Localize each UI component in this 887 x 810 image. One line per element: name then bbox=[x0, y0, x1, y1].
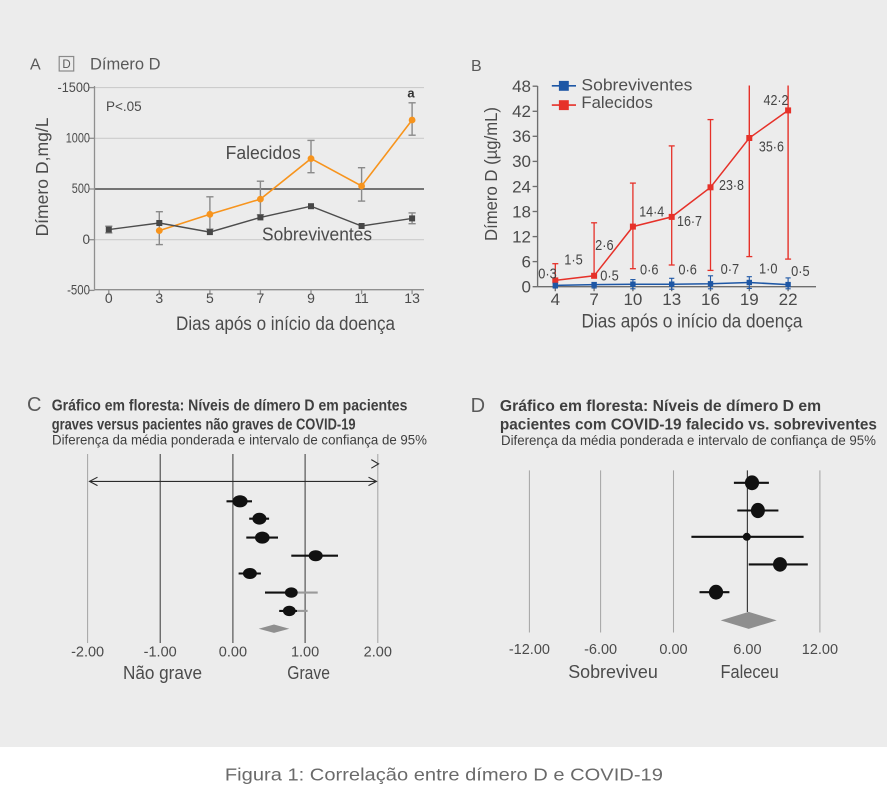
svg-text:Grave: Grave bbox=[287, 662, 330, 683]
svg-text:4: 4 bbox=[551, 290, 560, 309]
svg-text:D: D bbox=[471, 395, 485, 417]
svg-text:0·6: 0·6 bbox=[640, 262, 659, 279]
svg-text:graves versus pacientes não gr: graves versus pacientes não graves de CO… bbox=[52, 417, 356, 434]
svg-text:36: 36 bbox=[512, 127, 531, 146]
svg-text:3: 3 bbox=[155, 290, 163, 306]
svg-text:pacientes com COVID-19 falecid: pacientes com COVID-19 falecido vs. sobr… bbox=[500, 417, 877, 434]
svg-text:1.00: 1.00 bbox=[291, 644, 319, 660]
svg-text:Não grave: Não grave bbox=[123, 662, 202, 683]
svg-text:6.00: 6.00 bbox=[733, 642, 761, 658]
svg-text:Falecidos: Falecidos bbox=[581, 94, 652, 112]
svg-text:2·6: 2·6 bbox=[595, 237, 614, 254]
svg-text:24: 24 bbox=[512, 177, 531, 196]
svg-text:B: B bbox=[471, 58, 482, 75]
svg-text:7: 7 bbox=[589, 290, 598, 309]
svg-text:12.00: 12.00 bbox=[802, 642, 838, 658]
svg-text:500: 500 bbox=[72, 181, 90, 196]
svg-text:a: a bbox=[407, 86, 415, 101]
svg-text:0.00: 0.00 bbox=[659, 642, 687, 658]
svg-text:Gráfico em floresta: Níveis d: Gráfico em floresta: Níveis de dímero D … bbox=[52, 397, 408, 414]
svg-text:18: 18 bbox=[512, 202, 531, 221]
svg-text:Dímero D,mg/L: Dímero D,mg/L bbox=[32, 117, 52, 236]
svg-text:-500: -500 bbox=[67, 283, 90, 298]
svg-text:Diferença da média ponderada e: Diferença da média ponderada e intervalo… bbox=[52, 432, 427, 448]
svg-text:Falecidos: Falecidos bbox=[226, 142, 301, 163]
svg-text:Dímero D (µg/mL): Dímero D (µg/mL) bbox=[481, 107, 501, 241]
svg-text:0: 0 bbox=[105, 290, 113, 306]
svg-text:0·3: 0·3 bbox=[538, 266, 557, 283]
svg-text:10: 10 bbox=[623, 290, 642, 309]
svg-text:11: 11 bbox=[354, 290, 369, 306]
svg-text:13: 13 bbox=[404, 290, 420, 306]
svg-text:2.00: 2.00 bbox=[364, 644, 392, 660]
svg-text:Gráfico em floresta: Níveis d: Gráfico em floresta: Níveis de dímero D … bbox=[500, 398, 821, 415]
svg-text:48: 48 bbox=[512, 77, 531, 96]
svg-text:Sobreviventes: Sobreviventes bbox=[581, 77, 692, 95]
svg-text:C: C bbox=[27, 394, 41, 416]
svg-text:-1.00: -1.00 bbox=[144, 644, 177, 660]
svg-text:0·5: 0·5 bbox=[791, 263, 810, 280]
svg-text:35·6: 35·6 bbox=[759, 139, 784, 156]
svg-text:6: 6 bbox=[522, 252, 531, 271]
svg-text:0.00: 0.00 bbox=[219, 644, 247, 660]
svg-text:16·7: 16·7 bbox=[677, 213, 702, 230]
svg-text:13: 13 bbox=[662, 290, 681, 309]
svg-text:-6.00: -6.00 bbox=[584, 642, 617, 658]
svg-text:1000: 1000 bbox=[66, 131, 90, 146]
svg-text:-1500: -1500 bbox=[58, 80, 91, 95]
svg-text:Sobreviveu: Sobreviveu bbox=[568, 661, 658, 682]
svg-text:0·5: 0·5 bbox=[600, 268, 619, 285]
svg-text:D: D bbox=[62, 59, 70, 71]
svg-text:12: 12 bbox=[512, 227, 531, 246]
svg-text:1·0: 1·0 bbox=[759, 261, 778, 278]
svg-text:Diferença da média ponderada e: Diferença da média ponderada e intervalo… bbox=[501, 432, 876, 448]
svg-text:0: 0 bbox=[82, 232, 90, 247]
svg-text:Dias após o início da doença: Dias após o início da doença bbox=[176, 314, 395, 335]
svg-text:22: 22 bbox=[779, 290, 798, 309]
svg-text:P<.05: P<.05 bbox=[106, 99, 142, 114]
svg-text:0·7: 0·7 bbox=[721, 261, 740, 278]
svg-text:0·6: 0·6 bbox=[678, 262, 697, 279]
svg-text:-12.00: -12.00 bbox=[509, 642, 550, 658]
svg-text:A: A bbox=[30, 56, 41, 73]
svg-text:Dias após o início da doença: Dias após o início da doença bbox=[582, 312, 803, 333]
svg-text:Sobreviventes: Sobreviventes bbox=[262, 223, 372, 244]
svg-text:7: 7 bbox=[257, 290, 265, 306]
svg-text:-2.00: -2.00 bbox=[71, 644, 104, 660]
svg-text:19: 19 bbox=[740, 290, 759, 309]
svg-text:1·5: 1·5 bbox=[564, 252, 583, 269]
svg-text:0: 0 bbox=[522, 278, 531, 297]
svg-text:9: 9 bbox=[307, 290, 315, 306]
svg-text:14·4: 14·4 bbox=[639, 203, 664, 220]
svg-text:42·2: 42·2 bbox=[764, 92, 789, 109]
svg-text:Dímero D: Dímero D bbox=[90, 56, 161, 74]
svg-text:16: 16 bbox=[701, 290, 720, 309]
svg-text:Faleceu: Faleceu bbox=[721, 661, 779, 682]
svg-text:23·8: 23·8 bbox=[719, 177, 744, 194]
svg-text:42: 42 bbox=[512, 102, 531, 121]
svg-text:5: 5 bbox=[206, 290, 214, 306]
svg-text:30: 30 bbox=[512, 152, 531, 171]
svg-text:Figura 1: Correlação entre dím: Figura 1: Correlação entre dímero D e CO… bbox=[225, 765, 663, 785]
